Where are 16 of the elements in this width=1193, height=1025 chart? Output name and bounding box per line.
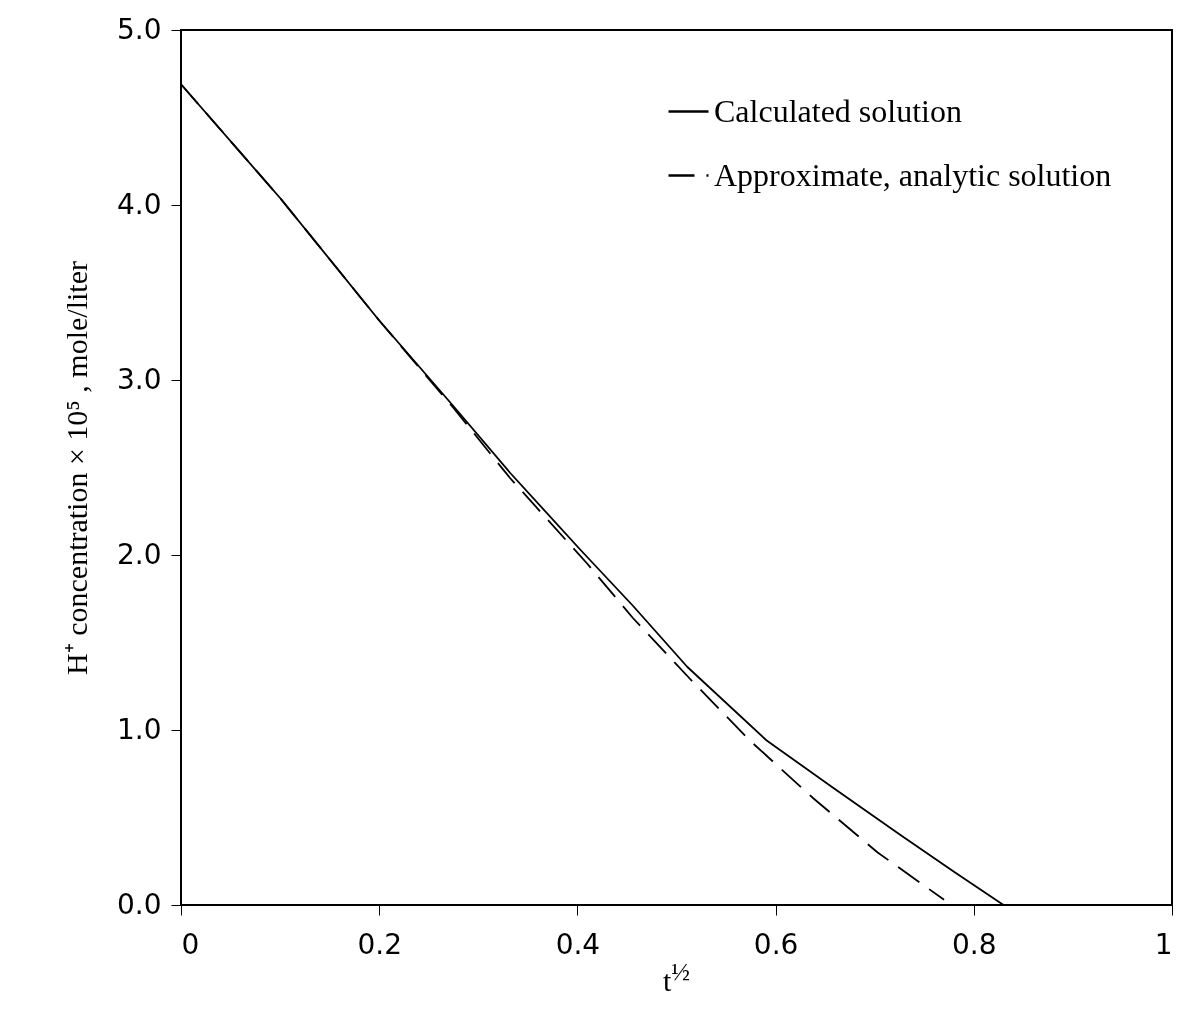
x-tick-label: 0.4: [555, 927, 601, 961]
legend-label: Calculated solution: [714, 92, 962, 129]
x-tick-label: 1: [1154, 927, 1173, 961]
y-axis-title: H⁺ concentration × 10⁵ , mole/liter: [59, 261, 93, 675]
y-tick-label: 1.0: [116, 712, 162, 746]
x-tick-label: 0.8: [952, 927, 997, 961]
y-tick-label: 0.0: [116, 887, 162, 921]
y-tick-label: 3.0: [116, 362, 162, 396]
y-tick-label: 5.0: [116, 12, 162, 46]
x-axis-title: t$^{½}$: [662, 958, 691, 997]
y-tick-label: 2.0: [116, 537, 162, 571]
y-tick-label: 4.0: [116, 187, 162, 221]
x-tick-label: 0.2: [357, 927, 402, 961]
x-tick-label: 0.6: [753, 927, 799, 961]
x-tick-label: 0: [181, 927, 200, 961]
legend-label: Approximate, analytic solution: [714, 156, 1112, 193]
